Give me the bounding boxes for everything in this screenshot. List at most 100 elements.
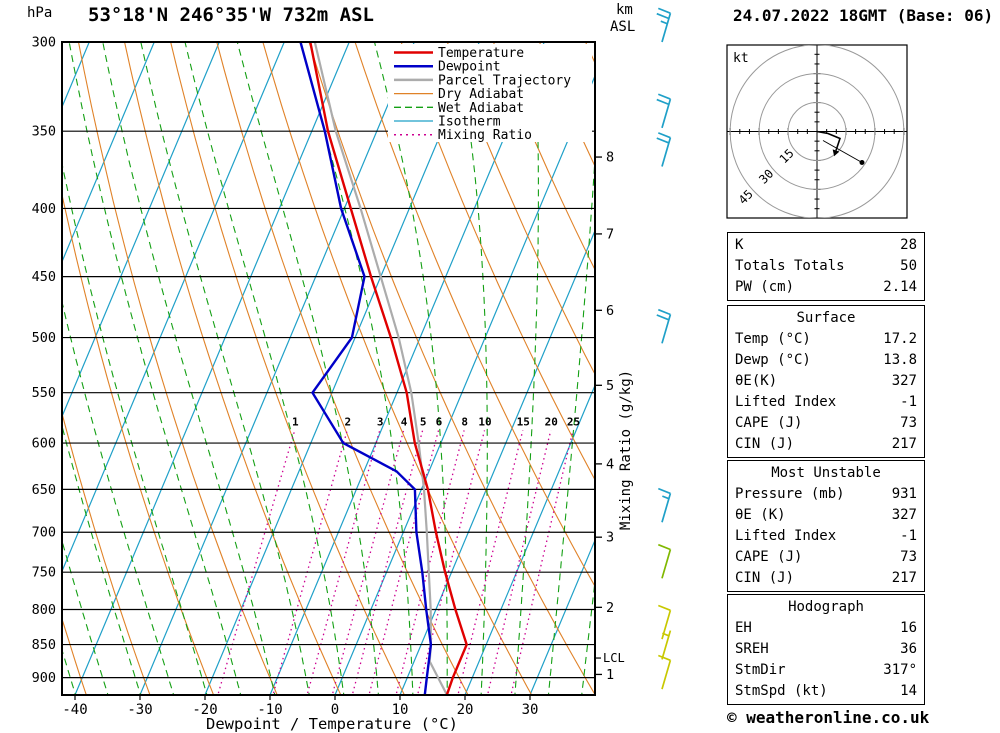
stat-label: K <box>735 237 744 253</box>
table-row: Lifted Index -1 <box>728 526 924 547</box>
hodograph-ring <box>787 102 847 161</box>
wind-barbs <box>656 7 672 690</box>
stat-value: 14 <box>900 683 917 699</box>
stat-value: -1 <box>900 394 917 410</box>
temp-tick-label: 30 <box>522 702 539 718</box>
stat-value: 317° <box>883 662 917 678</box>
isotherm-lines <box>62 42 595 695</box>
mixing-ratio-axis-label: Mixing Ratio (g/kg) <box>618 370 634 530</box>
wind-barb <box>657 543 672 579</box>
wind-barb <box>657 654 672 690</box>
stat-value: 2.14 <box>883 279 917 295</box>
legend-label: Mixing Ratio <box>438 128 532 143</box>
temp-tick-label: -30 <box>127 702 152 718</box>
legend-label: Dry Adiabat <box>438 87 524 102</box>
stats-box-header: Most Unstable <box>771 465 881 481</box>
table-row: θE(K) 327 <box>728 371 924 392</box>
km-tick-label: 8 <box>606 150 614 166</box>
table-row: Temp (°C) 17.2 <box>728 329 924 350</box>
temp-tick-label: -10 <box>257 702 282 718</box>
table-row: StmDir 317° <box>728 660 924 681</box>
legend-label: Dewpoint <box>438 60 501 75</box>
wind-barb <box>656 7 672 43</box>
table-row: StmSpd (kt) 14 <box>728 681 924 702</box>
dewpoint-curve <box>299 42 433 695</box>
pressure-tick-label: 350 <box>32 124 56 140</box>
wind-barb <box>656 132 672 167</box>
km-tick-label: 5 <box>606 378 614 394</box>
svg-text:10: 10 <box>478 415 491 428</box>
legend-label: Temperature <box>438 46 524 61</box>
table-row: CIN (J) 217 <box>728 434 924 455</box>
profile-curves <box>299 42 468 695</box>
stat-label: Dewp (°C) <box>735 352 811 368</box>
mixing-ratio-labels: 1 2 3 4 5 6 8 10 15 20 25 <box>292 415 580 428</box>
hodograph-trace <box>816 130 841 151</box>
table-row: Dewp (°C) 13.8 <box>728 350 924 371</box>
table-row: CAPE (J) 73 <box>728 547 924 568</box>
km-tick-label: 4 <box>606 456 614 472</box>
stats-box-surface: Surface Temp (°C) 17.2 Dewp (°C) 13.8 θE(K) 32… <box>727 305 925 458</box>
wind-barb <box>661 630 672 660</box>
pressure-tick-label: 700 <box>32 525 56 541</box>
stat-value: 327 <box>891 373 917 389</box>
station-title: 53°18'N 246°35'W 732m ASL <box>88 4 374 26</box>
stat-label: CAPE (J) <box>735 549 803 565</box>
stat-label: StmDir <box>735 662 786 678</box>
pressure-axis-unit: hPa <box>27 5 53 21</box>
svg-text:8: 8 <box>461 415 468 428</box>
temperature-curve <box>309 42 468 695</box>
table-row: Lifted Index -1 <box>728 392 924 413</box>
pressure-tick-label: 600 <box>32 436 56 452</box>
legend-label: Isotherm <box>438 115 501 130</box>
temp-tick-label: -20 <box>192 702 217 718</box>
pressure-tick-label: 550 <box>32 385 56 401</box>
stat-label: EH <box>735 620 752 636</box>
km-tick-label: 6 <box>606 303 614 319</box>
legend-label: Parcel Trajectory <box>438 73 571 88</box>
pressure-tick-label: 800 <box>32 602 56 618</box>
stat-value: 217 <box>891 570 917 586</box>
stat-label: Pressure (mb) <box>735 486 845 502</box>
stat-value: 327 <box>891 507 917 523</box>
svg-text:20: 20 <box>545 415 558 428</box>
stat-value: 36 <box>900 641 917 657</box>
pressure-tick-label: 650 <box>32 482 56 498</box>
altitude-axis-unit-km: km <box>616 2 633 18</box>
stat-value: 931 <box>891 486 917 502</box>
stats-box-hodograph: Hodograph EH 16 SREH 36 StmDir 317° StmSpd (kt)… <box>727 594 925 705</box>
hodograph-storm-marker <box>859 160 865 165</box>
stat-label: Lifted Index <box>735 528 837 544</box>
wind-barb <box>656 93 672 129</box>
stats-box-header: Surface <box>796 310 856 326</box>
lcl-label: LCL <box>603 651 625 665</box>
stat-label: CIN (J) <box>735 436 795 452</box>
temp-tick-label: 20 <box>457 702 474 718</box>
temp-tick-label: 0 <box>331 702 339 718</box>
stat-value: 73 <box>900 549 917 565</box>
svg-text:2: 2 <box>344 415 351 428</box>
pressure-tick-label: 400 <box>32 201 56 217</box>
pressure-tick-label: 450 <box>32 269 56 285</box>
table-row: K 28 <box>728 235 924 256</box>
datetime-title: 24.07.2022 18GMT (Base: 06) <box>733 6 994 25</box>
pressure-tick-label: 900 <box>32 670 56 686</box>
stat-value: 217 <box>891 436 917 452</box>
stat-label: CIN (J) <box>735 570 795 586</box>
pressure-tick-label: 300 <box>32 35 56 51</box>
hodograph-arrowhead <box>832 149 840 157</box>
svg-text:6: 6 <box>436 415 443 428</box>
x-axis-title: Dewpoint / Temperature (°C) <box>206 715 458 733</box>
stat-value: 73 <box>900 415 917 431</box>
stat-label: θE (K) <box>735 507 786 523</box>
altitude-axis-unit-asl: ASL <box>610 19 636 35</box>
stat-label: PW (cm) <box>735 279 795 295</box>
table-row: Pressure (mb) 931 <box>728 484 924 505</box>
table-row: EH 16 <box>728 618 924 639</box>
stat-value: 50 <box>900 258 917 274</box>
table-row: PW (cm) 2.14 <box>728 277 924 298</box>
stat-label: CAPE (J) <box>735 415 803 431</box>
